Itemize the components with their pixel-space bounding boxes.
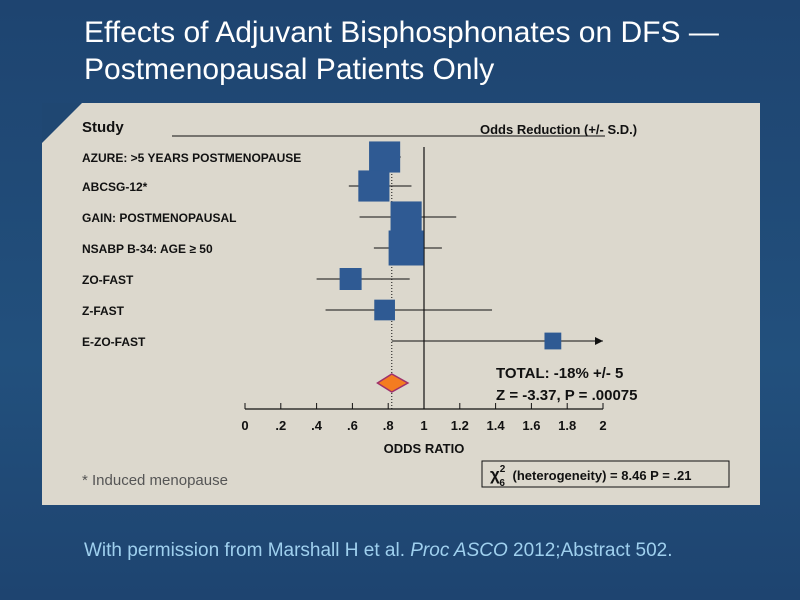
chi-subscript: 6 [499,478,505,489]
slide-title: Effects of Adjuvant Bisphosphonates on D… [84,14,774,88]
x-tick-label: 2 [599,418,606,433]
x-tick-label: 1.8 [558,418,576,433]
study-label: Z-FAST [82,304,125,318]
study-label: ABCSG-12* [82,180,148,194]
x-tick-label: 0 [241,418,248,433]
study-weight-square [358,170,390,202]
study-weight-square [339,268,362,290]
study-label: NSABP B-34: AGE ≥ 50 [82,242,213,256]
study-label: E-ZO-FAST [82,335,146,349]
header-study: Study [82,119,124,136]
citation-journal: Proc ASCO [410,540,508,561]
x-tick-label: 1.2 [451,418,469,433]
study-label: AZURE: >5 YEARS POSTMENOPAUSE [82,151,301,165]
chi-symbol: χ [490,465,500,484]
x-tick-label: 1 [420,418,427,433]
study-weight-square [388,230,424,266]
x-tick-label: .2 [275,418,286,433]
heterogeneity-box [481,460,730,488]
x-tick-label: 1.4 [487,418,506,433]
chi-superscript: 2 [500,464,506,475]
study-weight-square [544,332,562,350]
study-ci-arrow [595,337,603,345]
chart-panel: Study Odds Reduction (+/- S.D.) AZURE: >5 … [42,103,760,505]
pooled-diamond [376,373,410,393]
heterogeneity-stat: χ2 6 (heterogeneity) = 8.46 P = .21 [490,464,692,489]
citation-suffix: 2012;Abstract 502. [507,540,673,561]
chart-footnote: * Induced menopause [82,472,228,489]
x-tick-label: .8 [383,418,394,433]
header-odds-reduction: Odds Reduction (+/- S.D.) [480,122,637,137]
z-label: Z = -3.37, P = .00075 [496,387,638,404]
study-label: ZO-FAST [82,273,134,287]
total-label: TOTAL: -18% +/- 5 [496,365,623,382]
panel-corner-notch [42,103,82,143]
title-line-2: Postmenopausal Patients Only [84,53,495,86]
x-axis-label: ODDS RATIO [384,441,465,456]
heterogeneity-text: (heterogeneity) = 8.46 P = .21 [509,468,692,483]
title-line-1: Effects of Adjuvant Bisphosphonates on D… [84,16,719,49]
study-weight-square [369,141,401,173]
study-label: GAIN: POSTMENOPAUSAL [82,211,236,225]
citation: With permission from Marshall H et al. P… [84,540,673,562]
x-tick-label: .4 [311,418,323,433]
forest-plot: Study Odds Reduction (+/- S.D.) AZURE: >5 … [82,119,730,489]
study-weight-square [390,201,422,233]
citation-prefix: With permission from Marshall H et al. [84,540,411,561]
x-tick-label: .6 [347,418,358,433]
study-weight-square [374,299,395,321]
x-tick-label: 1.6 [522,418,540,433]
